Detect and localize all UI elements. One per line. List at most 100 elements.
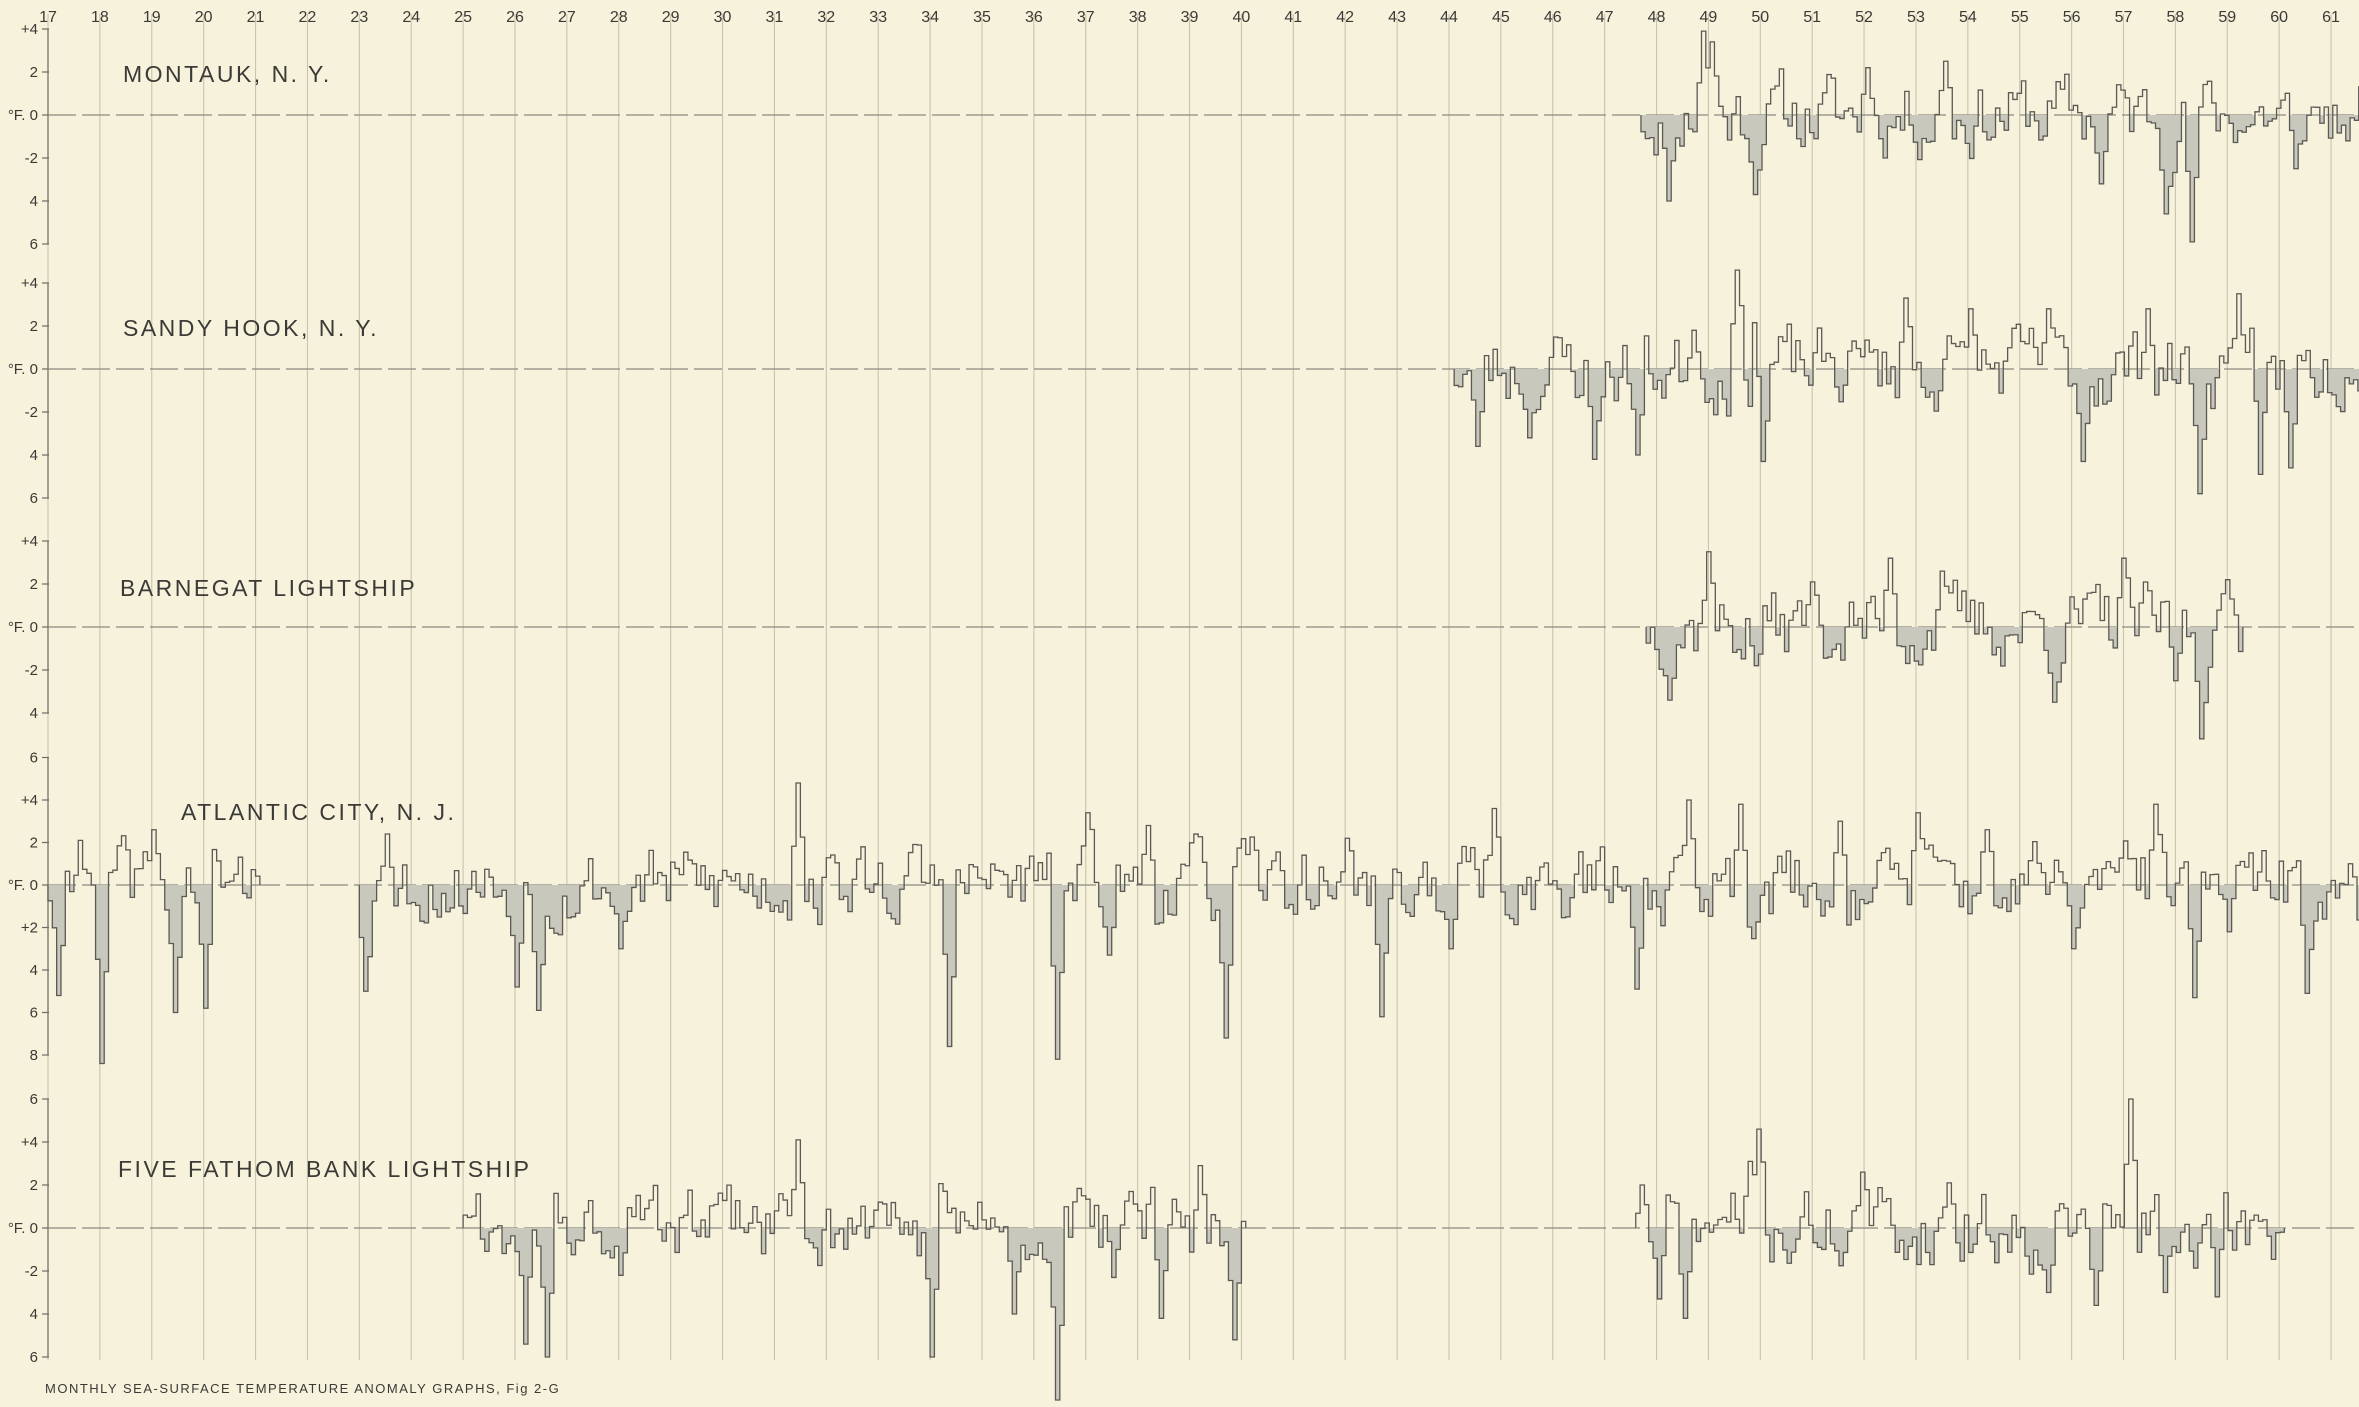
ticks-layer: 17 18 19 20 21 22 23 24 25 26 27 28 29 30 31 32 33 34 35 36…	[39, 9, 2340, 26]
station-title: BARNEGAT LIGHTSHIP	[120, 575, 417, 601]
y-tick-label: 6	[30, 1091, 38, 1108]
year-tick-label: 31	[766, 9, 784, 26]
year-tick-label: 35	[973, 9, 991, 26]
y-tick-label: °F. 0	[8, 619, 38, 636]
y-tick-label: +4	[21, 792, 38, 809]
station-title: SANDY HOOK, N. Y.	[123, 315, 379, 341]
y-tick-label: °F. 0	[8, 107, 38, 124]
year-tick-label: 39	[1181, 9, 1199, 26]
figure-caption: MONTHLY SEA-SURFACE TEMPERATURE ANOMALY …	[45, 1381, 560, 1396]
year-tick-label: 58	[2166, 9, 2184, 26]
year-tick-label: 49	[1700, 9, 1718, 26]
y-tick-label: 2	[30, 64, 38, 81]
station-panel: FIVE FATHOM BANK LIGHTSHIP 6 +4 2 °F. 0 -2 4 6	[8, 1091, 2357, 1401]
y-tick-label: +4	[21, 275, 38, 292]
y-tick-label: -2	[25, 1263, 38, 1280]
year-tick-label: 34	[921, 9, 939, 26]
year-tick-label: 32	[817, 9, 835, 26]
station-panel: MONTAUK, N. Y. +4 2 °F. 0 -2 4 6	[8, 21, 2359, 253]
year-tick-label: 29	[662, 9, 680, 26]
year-tick-label: 57	[2115, 9, 2133, 26]
negative-anomaly-fill	[1648, 1228, 2285, 1319]
year-tick-label: 23	[350, 9, 368, 26]
y-tick-label: +4	[21, 21, 38, 38]
year-tick-label: 54	[1959, 9, 1977, 26]
year-tick-label: 19	[143, 9, 161, 26]
year-tick-label: 36	[1025, 9, 1043, 26]
y-tick-label: 4	[30, 193, 38, 210]
y-tick-label: °F. 0	[8, 1220, 38, 1237]
y-tick-label: 4	[30, 1306, 38, 1323]
y-tick-label: °F. 0	[8, 877, 38, 894]
year-tick-label: 48	[1648, 9, 1666, 26]
year-tick-label: 28	[610, 9, 628, 26]
year-tick-label: 61	[2322, 9, 2340, 26]
y-tick-label: 6	[30, 236, 38, 253]
y-tick-label: 6	[30, 750, 38, 767]
year-tick-label: 43	[1388, 9, 1406, 26]
negative-anomaly-fill	[1454, 369, 2359, 494]
negative-anomaly-fill	[1640, 115, 2359, 242]
station-panel: SANDY HOOK, N. Y. +4 2 °F. 0 -2 4 6	[8, 269, 2359, 507]
year-tick-label: 24	[402, 9, 420, 26]
y-tick-label: 8	[30, 1047, 38, 1064]
year-tick-label: 60	[2270, 9, 2288, 26]
year-tick-label: 42	[1336, 9, 1354, 26]
y-tick-label: 4	[30, 447, 38, 464]
y-tick-label: +2	[21, 920, 38, 937]
anomaly-series-line	[1640, 30, 2359, 243]
anomaly-series-line	[358, 782, 2359, 1060]
y-tick-label: °F. 0	[8, 361, 38, 378]
grid-layer	[47, 14, 2332, 1360]
year-tick-label: 26	[506, 9, 524, 26]
y-tick-label: 6	[30, 490, 38, 507]
negative-anomaly-fill	[48, 885, 252, 1064]
year-tick-label: 30	[714, 9, 732, 26]
year-tick-label: 22	[299, 9, 317, 26]
y-tick-label: +4	[21, 1134, 38, 1151]
station-panel: BARNEGAT LIGHTSHIP +4 2 °F. 0 -2 4	[8, 533, 2357, 740]
year-tick-label: 45	[1492, 9, 1510, 26]
y-tick-label: +4	[21, 533, 38, 550]
y-tick-label: 2	[30, 576, 38, 593]
negative-anomaly-fill	[480, 1228, 1242, 1400]
year-tick-label: 47	[1596, 9, 1614, 26]
year-tick-label: 40	[1233, 9, 1251, 26]
negative-anomaly-fill	[359, 885, 2359, 1060]
year-tick-label: 27	[558, 9, 576, 26]
anomaly-series-line	[1635, 1098, 2286, 1319]
anomaly-series-line	[1453, 269, 2359, 495]
station-title: ATLANTIC CITY, N. J.	[181, 799, 456, 825]
year-tick-label: 41	[1284, 9, 1302, 26]
station-panel: ATLANTIC CITY, N. J. 6 +4 2 °F. 0 +2 4 6 8	[8, 750, 2359, 1065]
year-tick-label: 25	[454, 9, 472, 26]
year-tick-label: 59	[2218, 9, 2236, 26]
anomaly-series-line	[462, 1139, 1247, 1401]
year-tick-label: 56	[2063, 9, 2081, 26]
year-tick-label: 20	[195, 9, 213, 26]
year-tick-label: 18	[91, 9, 109, 26]
year-tick-label: 55	[2011, 9, 2029, 26]
year-tick-label: 38	[1129, 9, 1147, 26]
year-tick-label: 51	[1803, 9, 1821, 26]
year-tick-label: 21	[247, 9, 265, 26]
year-tick-label: 52	[1855, 9, 1873, 26]
year-tick-label: 44	[1440, 9, 1458, 26]
y-tick-label: 6	[30, 1349, 38, 1366]
negative-anomaly-fill	[1646, 627, 2243, 739]
year-tick-label: 46	[1544, 9, 1562, 26]
y-tick-label: 2	[30, 835, 38, 852]
year-tick-label: 33	[869, 9, 887, 26]
y-tick-label: 6	[30, 1005, 38, 1022]
y-tick-label: 2	[30, 1177, 38, 1194]
year-tick-label: 37	[1077, 9, 1095, 26]
year-tick-label: 17	[39, 9, 57, 26]
y-tick-label: -2	[25, 404, 38, 421]
y-tick-label: 2	[30, 318, 38, 335]
year-tick-label: 53	[1907, 9, 1925, 26]
anomaly-series-line	[47, 829, 261, 1065]
y-tick-label: -2	[25, 150, 38, 167]
